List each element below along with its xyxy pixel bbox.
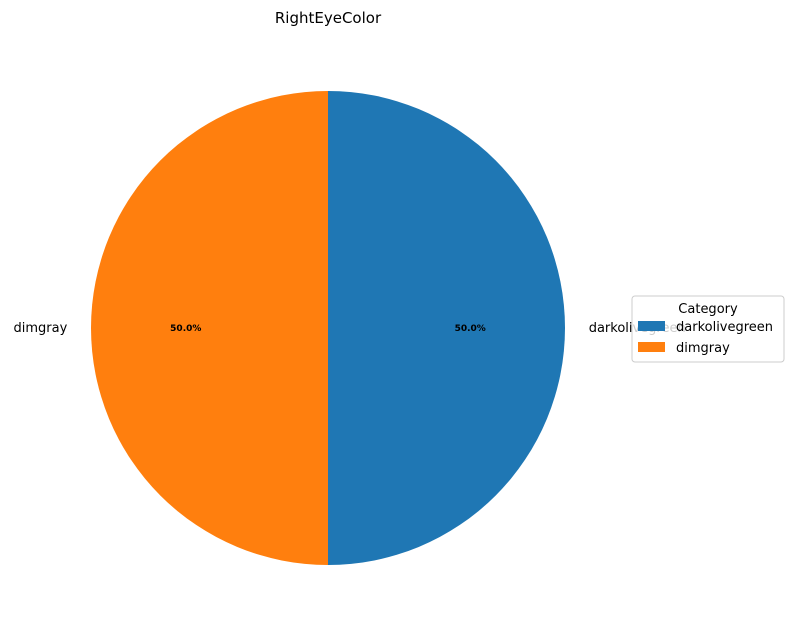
legend-label-darkolivegreen: darkolivegreen [676,320,773,335]
chart-title: RightEyeColor [275,9,382,27]
legend: Category darkolivegreen dimgray [631,295,785,363]
legend-swatch-dimgray [638,342,665,352]
legend-entries: darkolivegreen dimgray [638,320,773,356]
legend-frame [631,295,785,363]
legend-label-dimgray: dimgray [676,341,730,356]
slice-label-dimgray: dimgray [14,321,68,336]
pie-slices [91,91,565,565]
pie-slice-dimgray [91,91,328,565]
pie-slice-darkolivegreen [328,91,565,565]
percent-label-dimgray: 50.0% [170,324,201,334]
legend-swatch-darkolivegreen [638,321,665,331]
legend-title: Category [678,302,738,317]
percent-label-darkolivegreen: 50.0% [455,324,486,334]
percent-labels: 50.0% 50.0% [170,324,486,334]
